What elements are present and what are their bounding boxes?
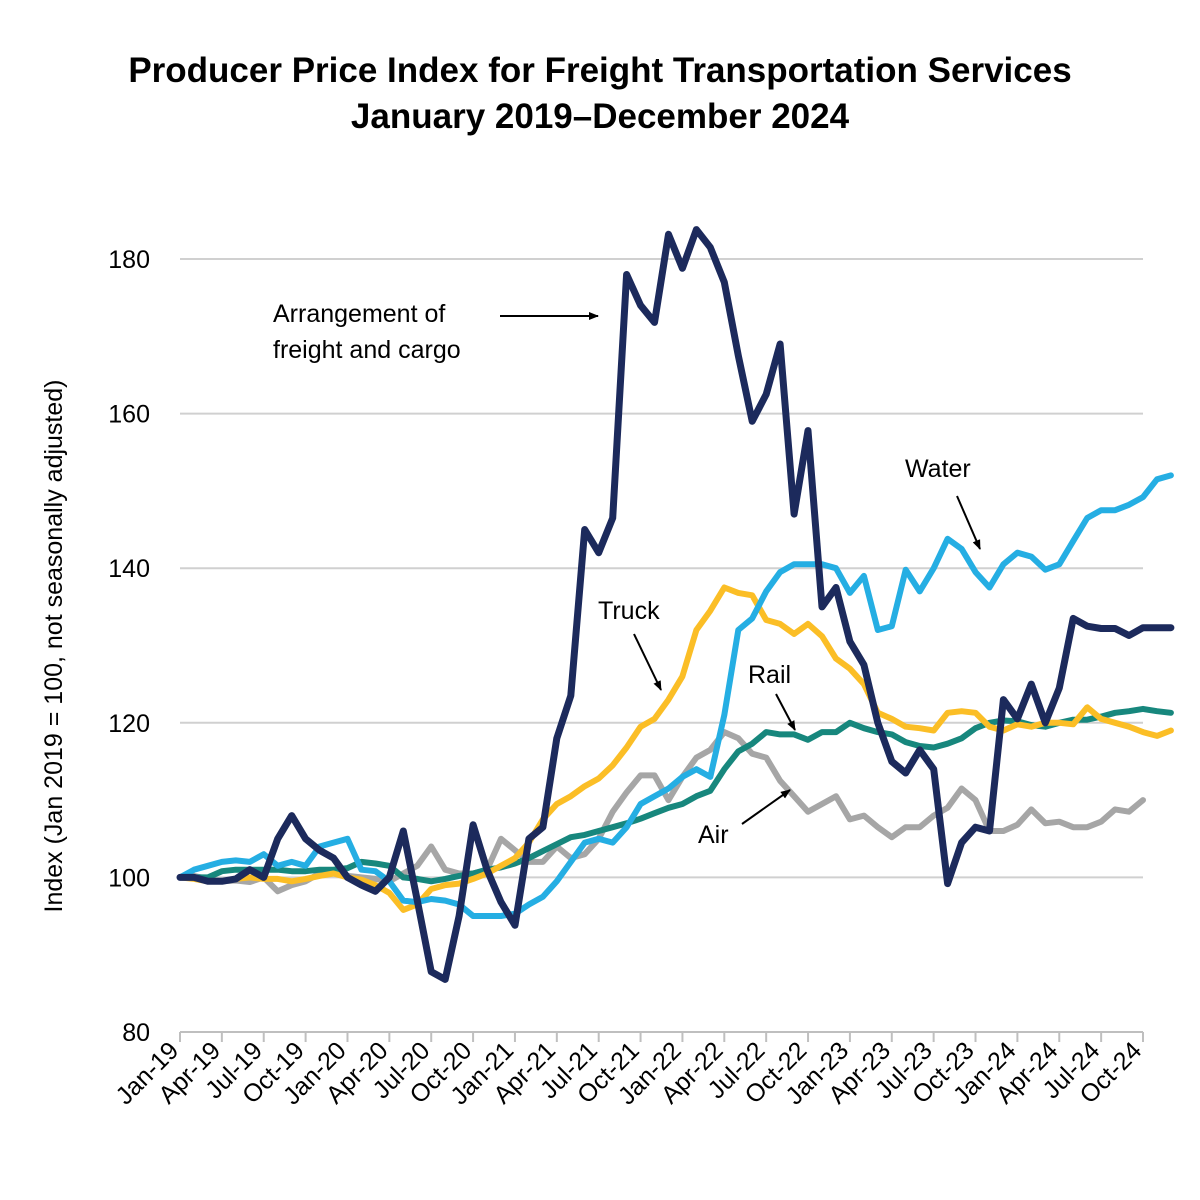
y-tick-label-140: 140 [108,555,150,583]
annotation-truck-label: Truck [598,597,660,625]
axes: 80100120140160180Jan-19Apr-19Jul-19Oct-1… [40,246,1147,1110]
y-tick-label-120: 120 [108,710,150,738]
y-tick-label-100: 100 [108,864,150,892]
annotation-water-label: Water [905,455,971,483]
series-line-arrangement-of-freight-and-cargo [176,226,1175,983]
y-tick-label-80: 80 [122,1019,150,1047]
y-tick-label-160: 160 [108,401,150,429]
chart-subtitle: January 2019–December 2024 [350,97,850,136]
chart-title-block: Producer Price Index for Freight Transpo… [0,48,1200,140]
y-axis-label: Index (Jan 2019 = 100, not seasonally ad… [40,379,68,912]
annotation-arrangement-label-line2: freight and cargo [273,336,461,364]
series-line-water [177,472,1174,919]
annotation-truck-arrow [633,633,662,691]
chart-title: Producer Price Index for Freight Transpo… [128,51,1072,90]
annotation-rail-label: Rail [748,661,791,689]
series-line-truck [177,584,1174,913]
annotation-air-arrow [741,789,791,825]
annotation-water-arrow [956,495,981,550]
annotation-rail-arrow [775,693,796,731]
y-tick-label-180: 180 [108,246,150,274]
annotation-air-label: Air [698,821,729,849]
annotation-arrangement-label-line1: Arrangement of [273,300,445,328]
series-lines [176,226,1175,983]
annotations: Arrangement of freight and cargo Water T… [273,300,981,849]
